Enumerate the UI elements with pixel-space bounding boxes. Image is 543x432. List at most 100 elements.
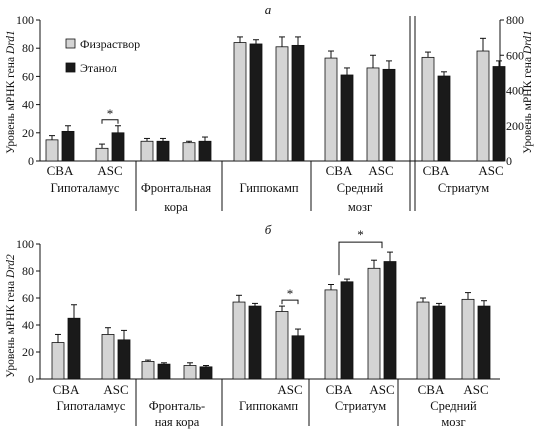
bar-saline xyxy=(324,289,338,380)
bar-ethanol xyxy=(157,363,171,380)
bar-saline xyxy=(324,57,338,162)
right-y-tick-label: 800 xyxy=(506,13,524,27)
bar-saline xyxy=(367,267,381,380)
bar-saline xyxy=(232,301,246,380)
bar-saline xyxy=(183,365,197,380)
bar-ethanol xyxy=(383,261,397,380)
bar-saline xyxy=(421,56,435,162)
category-label: CBA xyxy=(423,163,450,178)
panel-a-right-y-axis-label: Уровень мРНК гена Drd1 xyxy=(522,30,534,154)
panel-a-plot: 0 20 40 60 80 100 0 200 400 600 800 CBA ASC * Гипотала… xyxy=(16,13,524,214)
bar-ethanol xyxy=(249,43,263,162)
region-label: Гипоталамус xyxy=(57,399,126,413)
bar-saline xyxy=(233,42,247,162)
bar-ethanol xyxy=(437,75,451,162)
y-tick-label: 40 xyxy=(22,318,34,332)
region-label: Стриатум xyxy=(438,181,489,195)
bar-ethanol xyxy=(248,305,262,380)
region-label: Средний xyxy=(430,399,477,413)
bar-ethanol xyxy=(199,366,213,380)
bar-ethanol xyxy=(492,66,506,162)
category-label: CBA xyxy=(326,163,353,178)
panel-b-plot: 0 20 40 60 80 100 CBA ASC Гипоталамус Фронталь-на… xyxy=(16,227,500,429)
region-label: Стриатум xyxy=(335,399,386,413)
legend-label-ethanol: Этанол xyxy=(80,61,117,75)
category-label: CBA xyxy=(53,382,80,397)
right-y-tick-label: 200 xyxy=(506,119,524,133)
significance-bracket xyxy=(281,299,299,305)
bar-saline xyxy=(45,139,59,162)
y-tick-label: 0 xyxy=(28,154,34,168)
category-label: CBA xyxy=(326,382,353,397)
bar-saline xyxy=(51,342,65,380)
bar-ethanol xyxy=(382,68,396,162)
bar-ethanol xyxy=(340,281,354,380)
y-tick-label: 20 xyxy=(22,345,34,359)
category-label: ASC xyxy=(368,163,393,178)
right-y-tick-label: 400 xyxy=(506,84,524,98)
bar-ethanol xyxy=(432,305,446,380)
bar-ethanol xyxy=(117,339,131,380)
bar-ethanol xyxy=(67,317,81,380)
bar-ethanol xyxy=(198,140,212,162)
right-y-tick-label: 0 xyxy=(506,154,512,168)
category-label: ASC xyxy=(463,382,488,397)
bar-ethanol xyxy=(291,335,305,380)
bar-saline xyxy=(275,311,289,380)
legend-swatch-ethanol xyxy=(65,62,76,73)
bar-ethanol xyxy=(156,140,170,162)
y-tick-label: 100 xyxy=(16,237,34,251)
category-label: ASC xyxy=(103,382,128,397)
bar-ethanol xyxy=(61,130,75,162)
category-label: ASC xyxy=(277,382,302,397)
category-label: CBA xyxy=(47,163,74,178)
bar-saline xyxy=(140,140,154,162)
category-label: ASC xyxy=(478,163,503,178)
significance-bracket xyxy=(101,119,119,124)
y-tick-label: 60 xyxy=(22,291,34,305)
significance-bracket xyxy=(338,241,383,276)
panel-a-y-axis-label: Уровень мРНК гена Drd1 xyxy=(5,30,17,154)
bar-saline xyxy=(95,147,109,162)
legend-label-saline: Физраствор xyxy=(80,37,140,51)
region-label: Фронтальная xyxy=(141,181,212,195)
panel-b-label: б xyxy=(265,222,272,237)
y-tick-label: 60 xyxy=(22,69,34,83)
y-tick-label: 20 xyxy=(22,126,34,140)
region-label: ная кора xyxy=(155,415,200,429)
bar-saline xyxy=(275,46,289,162)
y-tick-label: 80 xyxy=(22,264,34,278)
legend: Физраствор Этанол xyxy=(65,37,140,75)
bar-saline xyxy=(366,67,380,162)
y-tick-label: 80 xyxy=(22,41,34,55)
bar-saline xyxy=(141,361,155,380)
bar-saline xyxy=(416,301,430,380)
bar-saline xyxy=(182,142,196,162)
region-label: Средний xyxy=(337,181,384,195)
significance-mark: * xyxy=(287,286,294,301)
significance-mark: * xyxy=(107,106,114,121)
right-y-tick-label: 600 xyxy=(506,48,524,62)
y-tick-label: 40 xyxy=(22,98,34,112)
region-label: Гиппокамп xyxy=(239,181,298,195)
legend-swatch-saline xyxy=(65,38,76,49)
y-tick-label: 100 xyxy=(16,13,34,27)
category-label: ASC xyxy=(97,163,122,178)
bar-ethanol xyxy=(111,132,125,162)
bar-ethanol xyxy=(477,305,491,380)
region-label: Гипоталамус xyxy=(51,181,120,195)
bar-saline xyxy=(101,334,115,380)
region-label: мозг xyxy=(348,200,372,214)
bar-ethanol xyxy=(340,74,354,162)
panel-a-label: а xyxy=(265,2,272,17)
bar-saline xyxy=(461,298,475,380)
region-label: Гиппокамп xyxy=(239,399,298,413)
panel-b-y-axis-label: Уровень мРНК гена Drd2 xyxy=(5,254,17,378)
category-label: CBA xyxy=(418,382,445,397)
category-label: ASC xyxy=(369,382,394,397)
region-label: Фронталь- xyxy=(149,399,205,413)
significance-mark: * xyxy=(357,227,364,242)
y-tick-label: 0 xyxy=(28,372,34,386)
bar-ethanol xyxy=(291,44,305,162)
